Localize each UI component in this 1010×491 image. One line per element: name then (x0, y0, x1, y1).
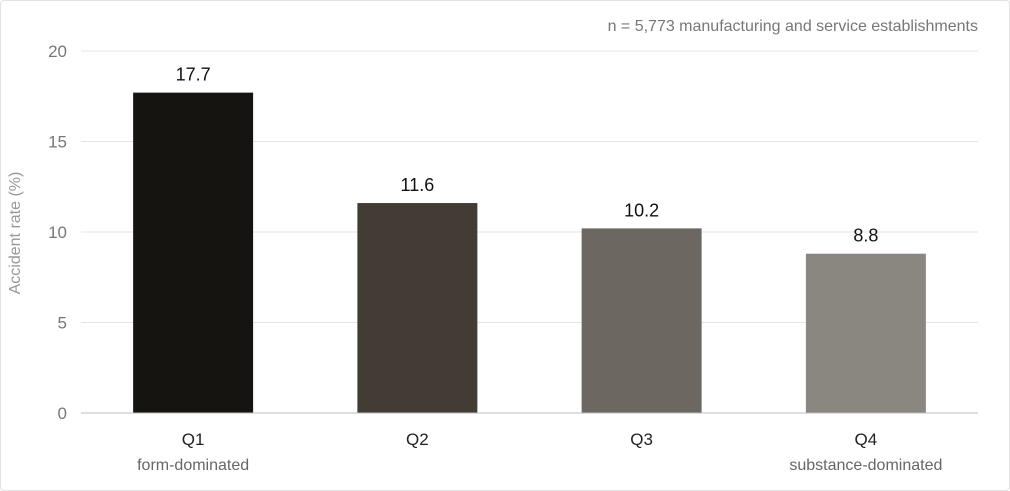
data-label: 17.7 (176, 65, 211, 85)
data-label: 11.6 (401, 175, 435, 195)
bars (133, 92, 926, 413)
category-label: Q1 (182, 430, 205, 449)
bar-q2 (357, 203, 478, 413)
data-label: 8.8 (853, 226, 878, 246)
bar-q1 (133, 92, 254, 413)
y-tick-label: 0 (58, 404, 67, 423)
category-sublabel: substance-dominated (789, 457, 942, 474)
y-tick-label: 20 (48, 42, 67, 61)
y-tick-label: 10 (48, 223, 67, 242)
x-axis-categories: Q1 form-dominated Q2 Q3 Q4 substance-dominate… (137, 430, 942, 474)
y-tick-label: 5 (58, 314, 67, 333)
category-label: Q2 (406, 430, 429, 449)
y-axis-title: Accident rate (%) (7, 172, 24, 295)
category-sublabel: form-dominated (137, 457, 249, 474)
sample-size-note: n = 5,773 manufacturing and service esta… (608, 18, 978, 35)
category-label: Q3 (630, 430, 653, 449)
data-label: 10.2 (624, 200, 659, 220)
y-axis-ticks: 0 5 10 15 20 (48, 42, 67, 423)
bar-q3 (581, 228, 702, 413)
bar-q4 (805, 253, 926, 413)
data-labels: 17.7 11.6 10.2 8.8 (176, 65, 879, 246)
category-label: Q4 (855, 430, 878, 449)
y-tick-label: 15 (48, 133, 67, 152)
